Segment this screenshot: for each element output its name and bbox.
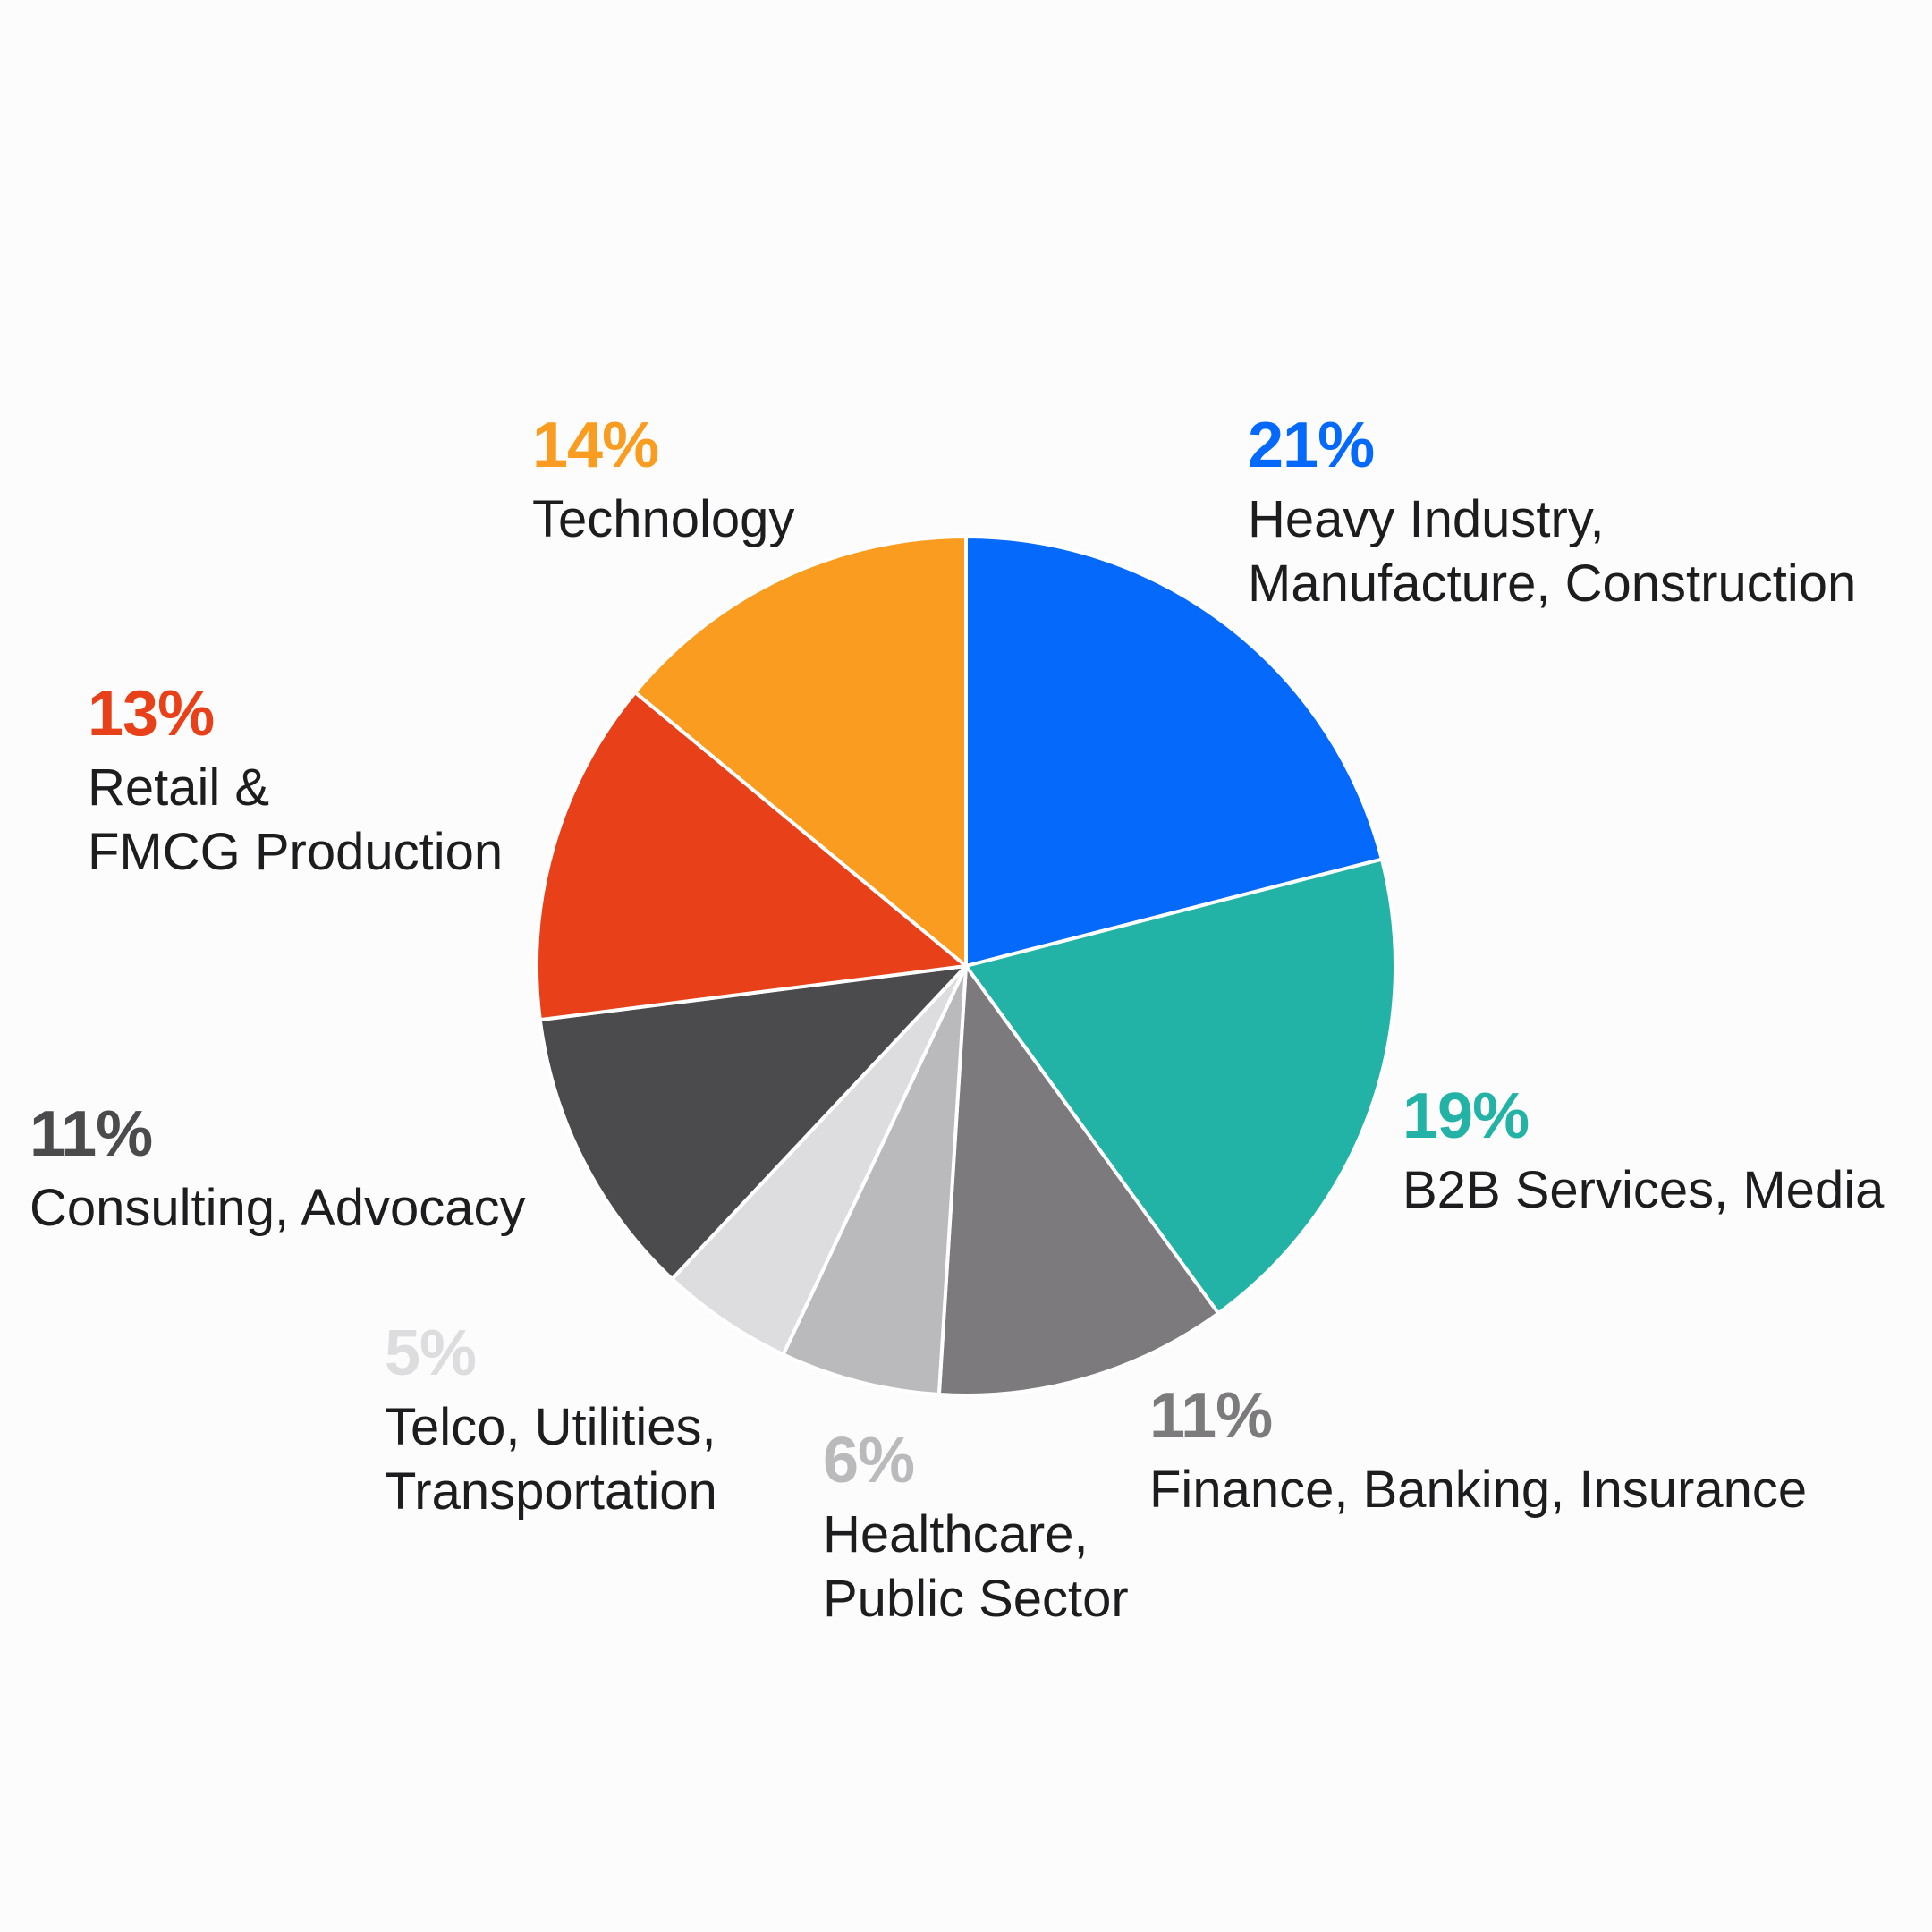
label-retail: 13% Retail & FMCG Production bbox=[88, 675, 503, 885]
label-technology: 14% Technology bbox=[532, 407, 794, 552]
pie-slice-consulting bbox=[538, 964, 968, 1281]
pie-slice-telco bbox=[670, 964, 968, 1357]
label-retail-percent: 13% bbox=[88, 678, 215, 750]
pie-slice-heavy bbox=[964, 535, 1384, 968]
label-technology-name: Technology bbox=[532, 490, 795, 549]
label-heavy-industry: 21% Heavy Industry, Manufacture, Constru… bbox=[1248, 407, 1856, 616]
pie-slice-b2b bbox=[964, 857, 1397, 1316]
label-heavy-industry-name: Heavy Industry, Manufacture, Constructio… bbox=[1248, 490, 1857, 614]
label-b2b-services-percent: 19% bbox=[1402, 1080, 1530, 1152]
label-finance-percent: 11% bbox=[1149, 1380, 1273, 1452]
label-telco-percent: 5% bbox=[385, 1318, 477, 1389]
pie-slice-healthcare bbox=[781, 964, 968, 1397]
label-b2b-services: 19% B2B Services, Media bbox=[1402, 1078, 1884, 1223]
label-consulting: 11% Consulting, Advocacy bbox=[30, 1096, 526, 1241]
label-healthcare-percent: 6% bbox=[823, 1425, 915, 1496]
label-consulting-name: Consulting, Advocacy bbox=[30, 1179, 526, 1238]
label-healthcare-name: Healthcare, Public Sector bbox=[823, 1505, 1129, 1629]
pie-slice-technology bbox=[633, 535, 968, 968]
pie-slice-finance bbox=[936, 964, 1221, 1397]
label-consulting-percent: 11% bbox=[30, 1098, 153, 1170]
label-technology-percent: 14% bbox=[532, 410, 659, 481]
pie-slice-retail bbox=[535, 691, 968, 1022]
label-telco-name: Telco, Utilities, Transportation bbox=[385, 1398, 717, 1521]
label-finance-name: Finance, Banking, Insurance bbox=[1149, 1461, 1808, 1520]
label-finance: 11% Finance, Banking, Insurance bbox=[1149, 1377, 1807, 1522]
label-retail-name: Retail & FMCG Production bbox=[88, 758, 504, 882]
label-healthcare: 6% Healthcare, Public Sector bbox=[823, 1422, 1129, 1631]
label-b2b-services-name: B2B Services, Media bbox=[1402, 1161, 1885, 1220]
label-heavy-industry-percent: 21% bbox=[1248, 410, 1375, 481]
label-telco: 5% Telco, Utilities, Transportation bbox=[385, 1315, 717, 1524]
